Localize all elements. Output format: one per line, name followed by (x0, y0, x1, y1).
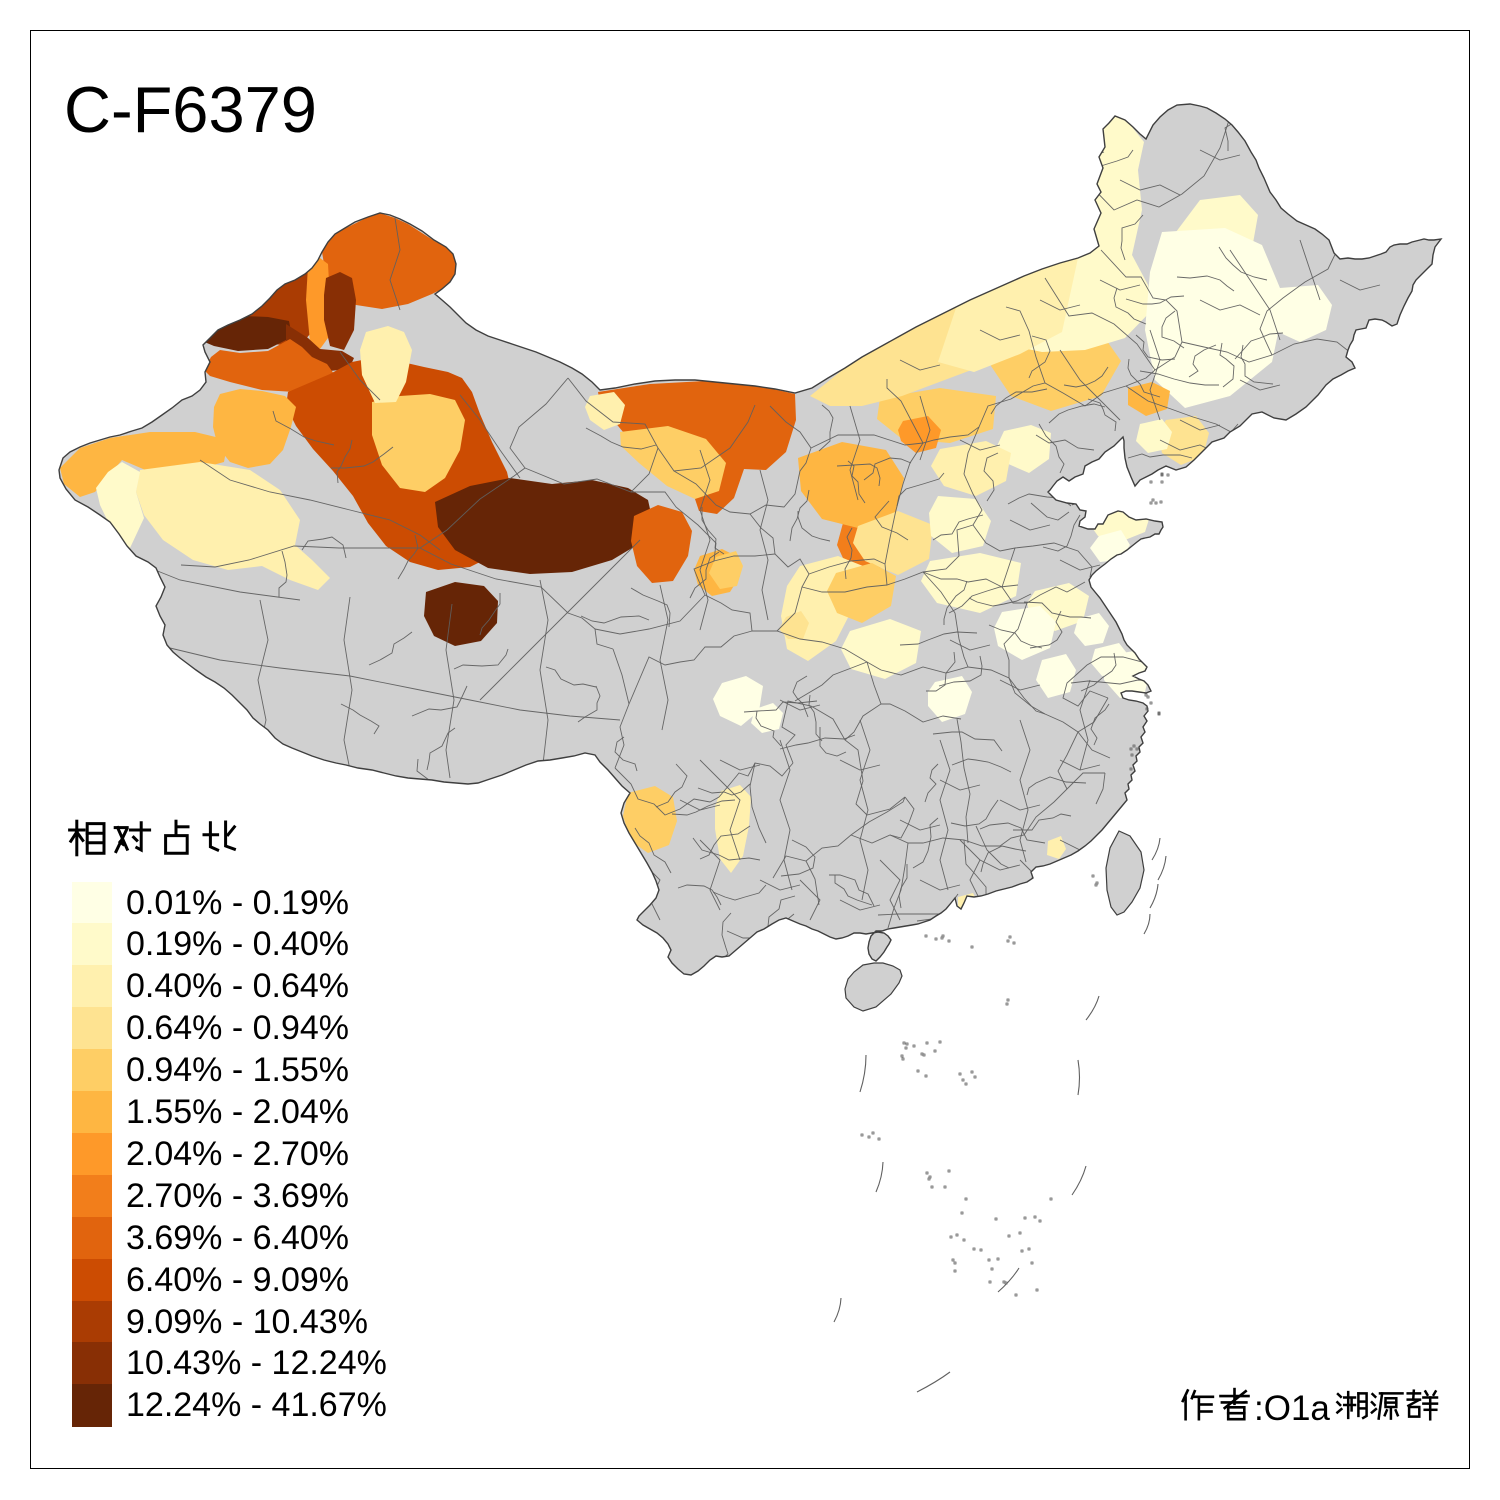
svg-text::O1a: :O1a (1254, 1389, 1330, 1428)
